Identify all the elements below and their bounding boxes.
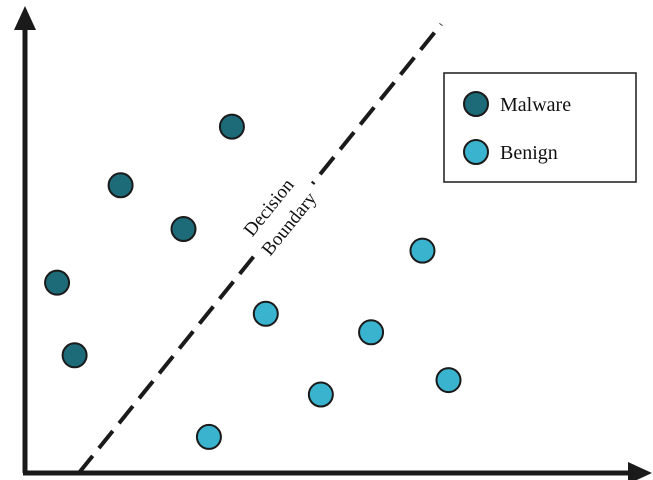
benign-point-5: [307, 381, 334, 408]
legend-marker-malware: [463, 91, 489, 117]
x-axis-arrowhead: [628, 462, 652, 480]
decision-boundary: Decision Boundary: [77, 22, 443, 475]
legend-marker-benign: [463, 139, 489, 165]
malware-point-5: [61, 342, 88, 369]
legend-label-malware: Malware: [500, 94, 571, 116]
benign-point-6: [195, 423, 222, 450]
benign-point-1: [409, 237, 436, 264]
legend-box: [443, 72, 637, 183]
malware-point-1: [218, 113, 245, 140]
malware-point-4: [44, 269, 71, 296]
benign-point-3: [358, 319, 385, 346]
data-points: [44, 113, 462, 450]
axes: [14, 6, 652, 480]
malware-point-2: [107, 172, 134, 199]
benign-point-2: [252, 300, 279, 327]
malware-point-3: [170, 216, 197, 243]
benign-point-4: [435, 367, 462, 394]
legend-label-benign: Benign: [500, 142, 558, 164]
y-axis-arrowhead: [14, 6, 36, 30]
legend: Malware Benign: [443, 72, 637, 183]
boundary-label-gap: [250, 180, 317, 259]
